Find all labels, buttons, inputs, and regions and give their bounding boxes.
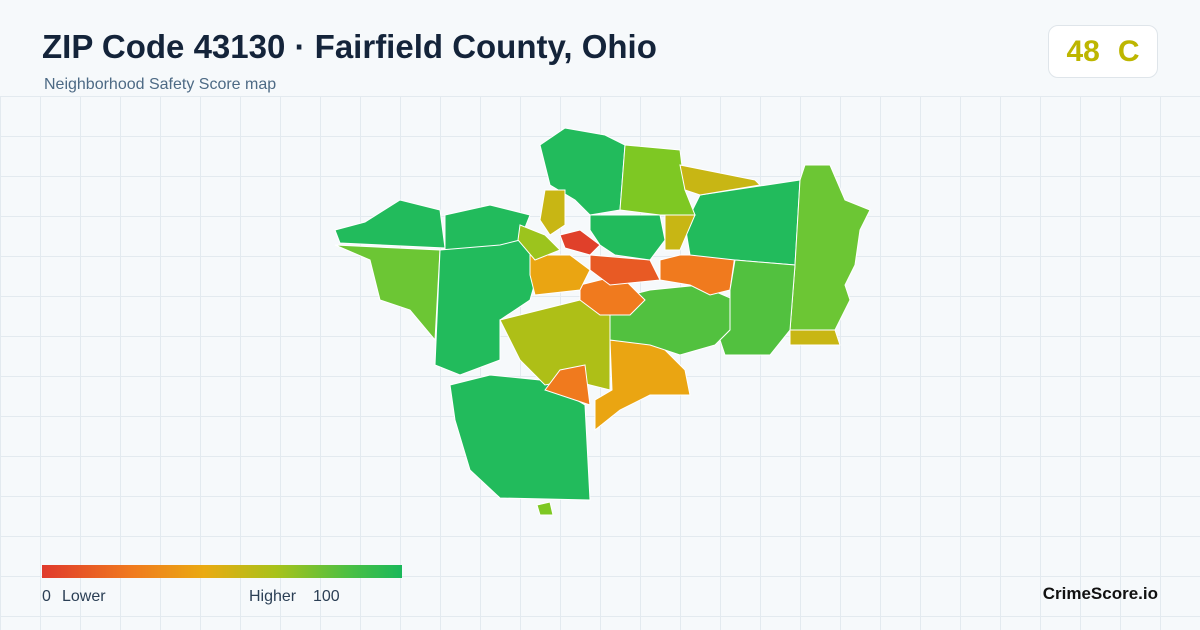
legend-min: 0 <box>42 588 51 605</box>
map-region <box>536 501 554 516</box>
map-region <box>589 254 661 286</box>
map-region <box>789 329 841 346</box>
map-region <box>529 254 591 296</box>
map-region <box>589 214 666 261</box>
legend-min-label: Lower <box>62 588 106 605</box>
map-region <box>517 224 561 261</box>
brand: CrimeScore.io <box>1042 584 1158 603</box>
map-region <box>679 164 762 196</box>
subtitle: Neighborhood Safety Score map <box>44 76 277 93</box>
map-region <box>594 339 691 432</box>
map-region <box>449 374 591 501</box>
legend-gradient <box>42 565 402 578</box>
map-region <box>659 254 736 296</box>
score-value: 48 <box>1066 34 1100 68</box>
map-region <box>544 364 591 406</box>
map-region <box>334 244 441 342</box>
map-region <box>539 189 566 236</box>
header-band <box>0 0 1200 96</box>
map-region <box>719 259 796 356</box>
score-grade: C <box>1117 34 1140 68</box>
legend-max: 100 <box>313 588 340 605</box>
map-region <box>334 199 446 249</box>
map-region <box>559 229 601 256</box>
legend-max-label: Higher <box>249 588 297 605</box>
map-region <box>434 239 541 376</box>
score-badge: 48 C <box>1048 25 1158 78</box>
title: ZIP Code 43130 · Fairfield County, Ohio <box>42 28 657 65</box>
map-region <box>789 164 871 331</box>
map-region <box>664 214 696 251</box>
